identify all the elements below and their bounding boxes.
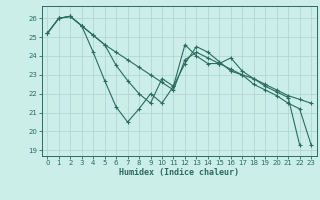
X-axis label: Humidex (Indice chaleur): Humidex (Indice chaleur)	[119, 168, 239, 177]
